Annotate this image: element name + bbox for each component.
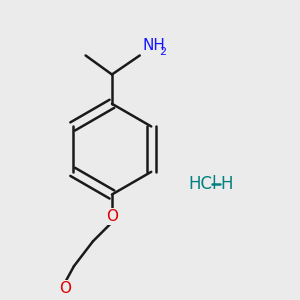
- Text: H: H: [221, 175, 233, 193]
- Text: O: O: [106, 209, 118, 224]
- Text: NH: NH: [142, 38, 165, 53]
- Text: O: O: [106, 209, 118, 224]
- Text: O: O: [59, 281, 71, 296]
- Text: 2: 2: [159, 47, 167, 57]
- Text: HCl: HCl: [188, 175, 217, 193]
